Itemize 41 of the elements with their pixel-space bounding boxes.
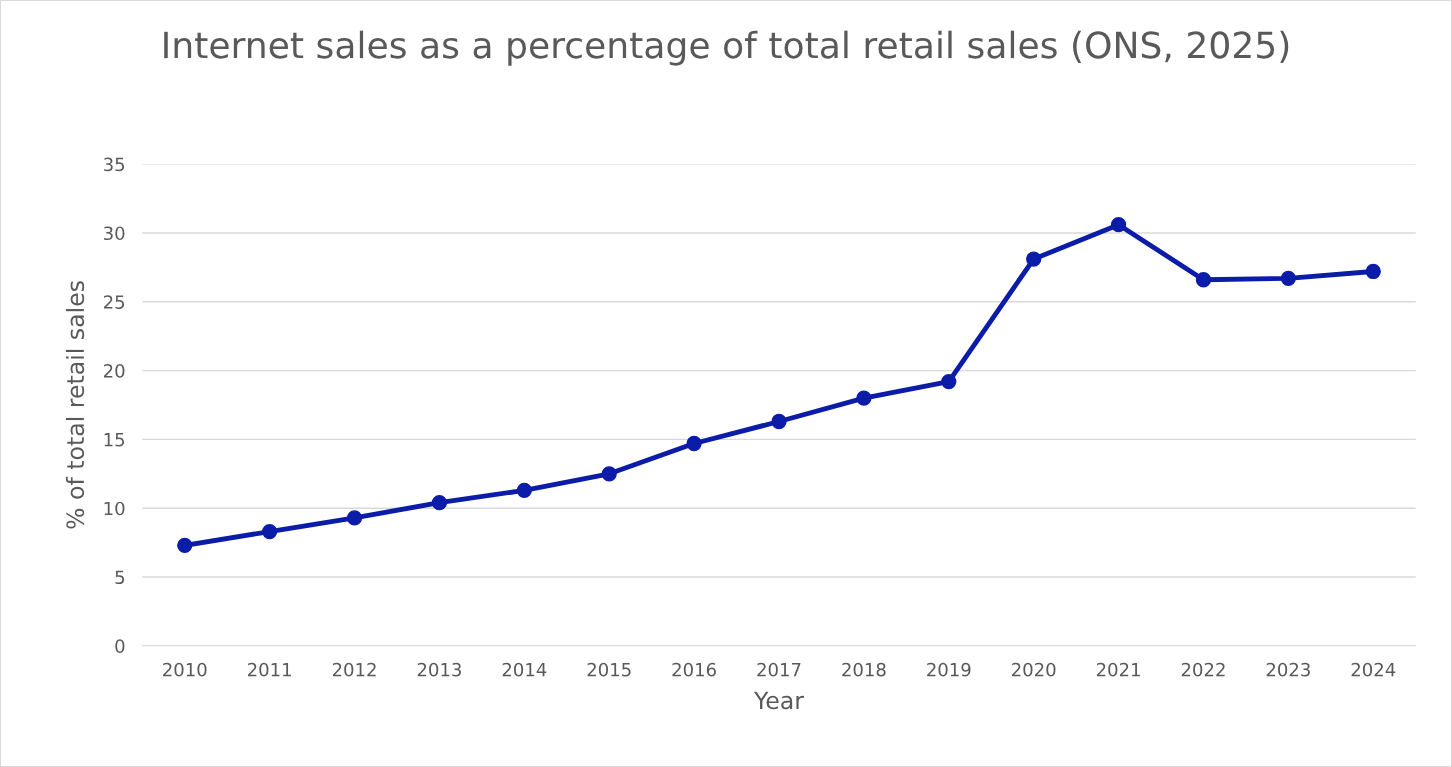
chart-title: Internet sales as a percentage of total retail sales (ONS, 2025) xyxy=(164,30,1289,66)
x-tick-label: 2012 xyxy=(332,662,376,677)
point xyxy=(1026,251,1042,267)
point xyxy=(1195,272,1212,288)
y-tick-label: 20 xyxy=(103,364,125,378)
y-axis-title: % of total retail sales xyxy=(65,281,85,529)
y-tick-label: 25 xyxy=(103,295,125,309)
y-tick-label: 0 xyxy=(115,639,125,653)
point xyxy=(261,523,278,540)
point xyxy=(177,537,193,553)
point xyxy=(1365,263,1381,280)
x-tick-label: 2014 xyxy=(502,662,547,677)
y-tick-label: 35 xyxy=(104,157,125,172)
x-tick-label: 2018 xyxy=(842,662,886,677)
x-tick-label: 2017 xyxy=(757,662,801,677)
y-tick-label: 30 xyxy=(104,226,125,241)
point xyxy=(941,373,957,390)
point xyxy=(771,413,787,430)
point xyxy=(686,435,702,452)
x-tick-label: 2016 xyxy=(672,662,716,677)
x-tick-label: 2010 xyxy=(163,662,207,677)
point xyxy=(516,482,532,498)
x-axis-title: Year xyxy=(753,691,804,710)
x-tick-label: 2011 xyxy=(247,662,291,677)
x-tick-label: 2021 xyxy=(1096,662,1140,677)
x-tick-label: 2020 xyxy=(1012,662,1056,677)
point xyxy=(1110,217,1127,233)
y-tick-label: 5 xyxy=(115,570,125,585)
point xyxy=(601,466,617,482)
x-tick-label: 2022 xyxy=(1181,662,1225,677)
point xyxy=(346,510,363,526)
x-tick-label: 2015 xyxy=(587,662,631,677)
y-tick-label: 10 xyxy=(104,501,125,516)
x-tick-label: 2013 xyxy=(417,662,461,677)
point xyxy=(431,495,448,511)
x-tick-label: 2023 xyxy=(1266,662,1310,677)
x-tick-label: 2019 xyxy=(927,662,971,677)
point xyxy=(1280,270,1296,287)
y-tick-label: 15 xyxy=(104,433,125,447)
x-tick-label: 2024 xyxy=(1351,662,1396,677)
point xyxy=(856,390,872,406)
